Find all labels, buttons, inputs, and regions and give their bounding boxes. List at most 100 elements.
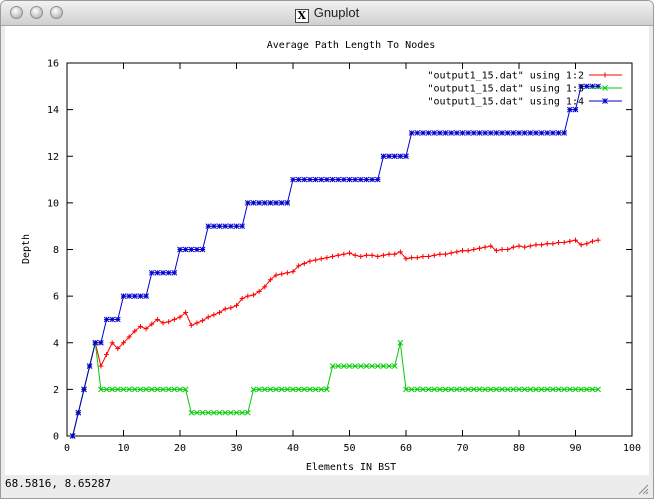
data-point [104,351,110,357]
data-point [352,363,359,369]
data-point [205,314,211,320]
data-point [555,130,562,136]
data-point [234,302,239,308]
data-point [465,130,472,136]
series-line [72,239,599,437]
data-point [357,363,364,369]
data-point [267,200,274,206]
data-point [516,386,522,393]
series-3 [69,83,601,439]
data-point [538,386,545,393]
x-tick-label: 90 [569,443,581,454]
data-point [386,153,392,160]
data-point [346,363,353,369]
data-point [583,83,590,90]
minimize-window-button[interactable] [30,6,43,19]
data-point [602,72,608,78]
data-point [397,339,404,346]
close-window-button[interactable] [10,6,23,19]
plot-svg[interactable]: Average Path Length To Nodes Elements IN… [5,26,649,475]
data-point [602,98,608,104]
data-point [341,251,347,257]
data-point [131,293,138,299]
data-point [137,386,144,393]
data-point [583,386,590,393]
data-point [86,363,93,369]
series-1 [70,237,601,439]
data-point [98,339,104,346]
data-point [414,130,421,136]
data-point [527,243,533,249]
data-point [318,256,324,262]
data-point [261,386,268,393]
data-point [109,316,116,323]
data-point [307,386,313,393]
data-point [572,106,579,113]
x-tick-label: 10 [117,443,129,454]
data-point [340,176,347,183]
data-point [476,130,483,136]
data-point [222,223,229,230]
data-point [143,326,149,332]
legend-entry: "output1_15.dat" using 1:2 [427,71,622,82]
data-point [589,386,596,393]
data-point [493,248,499,254]
data-point [313,257,319,263]
data-point [177,386,183,393]
data-point [205,409,212,416]
data-point [448,130,455,136]
data-point [267,386,274,393]
data-point [307,258,313,264]
data-point [487,130,494,136]
resize-grip-icon[interactable] [637,483,649,495]
data-point [357,176,364,183]
data-point [544,241,550,247]
data-point [454,249,460,255]
title-bar[interactable]: X Gnuplot [1,1,653,26]
data-point [347,250,352,256]
zoom-window-button[interactable] [50,6,63,19]
data-point [132,328,138,334]
data-point [567,238,573,244]
data-point [273,200,279,206]
data-point [391,363,398,369]
data-point [273,386,279,393]
data-point [589,238,595,244]
plot-canvas[interactable]: Average Path Length To Nodes Elements IN… [5,26,649,475]
data-point [126,386,133,393]
series-line [72,85,599,437]
window-title-text: Gnuplot [313,5,360,20]
data-point [539,242,545,248]
data-point [403,386,409,393]
data-point [380,363,387,369]
data-point [217,309,223,315]
data-point [550,241,556,247]
data-point [425,386,432,393]
data-point [386,251,392,257]
data-point [278,200,285,206]
data-point [227,409,234,416]
data-point [544,130,551,136]
data-point [227,223,234,230]
data-point [431,386,438,393]
legend-entry: "output1_15.dat" using 1:4 [427,97,622,108]
data-point [318,386,325,393]
data-point [312,176,319,183]
data-point [267,277,273,283]
data-point [561,130,568,136]
x-tick-label: 60 [400,443,412,454]
coordinate-readout: 68.5816, 8.65287 [5,477,111,490]
data-point [171,316,177,322]
data-point [369,176,375,183]
data-point [335,363,342,369]
data-point [250,292,256,298]
data-point [397,249,403,255]
legend-label: "output1_15.dat" using 1:4 [427,97,584,108]
plot-frame [66,62,633,437]
data-point [92,339,99,346]
legend-entry: "output1_15.dat" using 1:3 [427,84,622,95]
data-point [460,248,465,254]
data-point [465,248,471,254]
data-point [109,386,116,393]
